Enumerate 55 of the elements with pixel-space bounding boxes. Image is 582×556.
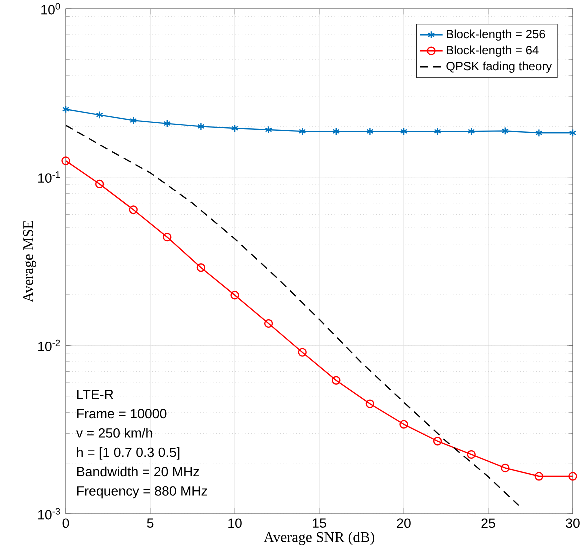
y-tick-label: 10$^{-3}$ — [38, 508, 60, 520]
x-tick-label: 25 — [482, 518, 496, 528]
annotation: v = 250 km/h — [76, 428, 152, 438]
point — [467, 450, 476, 460]
y-tick-label: 10$^{-2}$ — [38, 340, 60, 352]
line-series — [66, 124, 520, 506]
point — [332, 376, 341, 385]
legend-label: Block-length = 256 — [447, 30, 546, 41]
point — [231, 124, 239, 133]
point — [534, 472, 544, 481]
point — [298, 348, 307, 357]
point — [130, 116, 138, 125]
point — [366, 128, 374, 136]
point — [400, 128, 408, 136]
x-axis-title: Average SNR (dB) — [264, 532, 375, 546]
point — [164, 120, 172, 128]
point — [230, 291, 240, 300]
y-tick-label: 10$^{0}$ — [42, 3, 60, 15]
x-tick-label: 10 — [228, 518, 242, 528]
x-tick-label: 30 — [566, 518, 580, 528]
point — [299, 128, 306, 136]
point — [400, 420, 408, 429]
point — [568, 472, 578, 481]
x-tick-label: 15 — [313, 518, 326, 528]
point — [96, 111, 104, 120]
annotation: LTE-R — [78, 390, 114, 400]
x-tick-label: 0 — [62, 518, 70, 528]
point — [198, 122, 205, 131]
point — [536, 129, 543, 138]
point — [366, 400, 375, 408]
annotation: Frequency = 880 MHz — [78, 486, 208, 499]
point — [129, 206, 138, 214]
x-tick-label: 20 — [397, 518, 411, 528]
point — [163, 233, 172, 242]
annotation: Frame = 10000 — [78, 409, 167, 419]
point — [434, 128, 442, 136]
point — [433, 437, 442, 446]
y-tick-label: 10$^{-1}$ — [38, 172, 60, 184]
annotation: h = [1 0.7 0.3 0.5] — [77, 447, 180, 460]
point — [265, 126, 272, 134]
point — [502, 127, 509, 136]
point — [95, 180, 104, 189]
annotation: Bandwidth = 20 MHz — [78, 466, 200, 477]
point — [501, 464, 510, 473]
point — [332, 128, 340, 136]
point — [468, 128, 476, 136]
point — [569, 129, 577, 138]
legend-label: Block-length = 64 — [447, 46, 539, 57]
point — [62, 156, 70, 166]
x-tick-label: 5 — [147, 518, 154, 528]
y-axis-title: Average MSE — [23, 221, 36, 303]
legend-label: QPSK fading theory — [446, 62, 552, 73]
point — [264, 319, 274, 328]
point — [62, 105, 70, 114]
point — [196, 263, 206, 272]
